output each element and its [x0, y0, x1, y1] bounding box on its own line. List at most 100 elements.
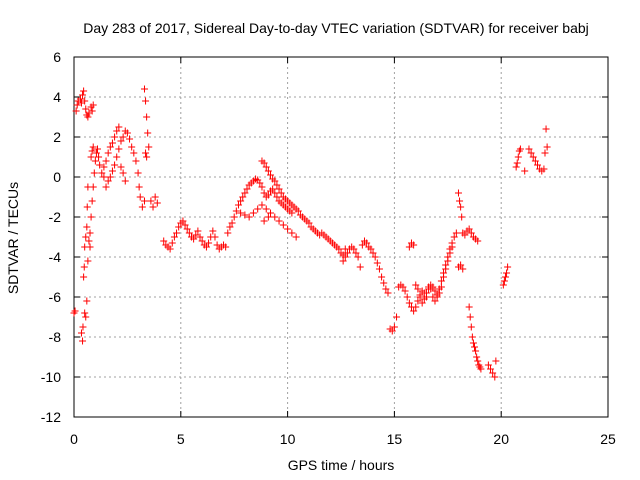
data-point [185, 229, 193, 237]
data-point [264, 191, 272, 199]
data-point [183, 225, 191, 233]
data-point [96, 161, 104, 169]
data-point [466, 313, 474, 321]
data-point [529, 153, 537, 161]
data-point [86, 243, 94, 251]
y-axis-title: SDTVAR / TECUs [5, 182, 21, 294]
data-point [501, 273, 509, 281]
data-point [202, 243, 210, 251]
data-point [254, 205, 262, 213]
data-point [472, 347, 480, 355]
data-point [484, 361, 492, 369]
data-point [83, 203, 91, 211]
data-point [431, 287, 439, 295]
data-point [492, 357, 500, 365]
data-point [521, 167, 529, 175]
x-axis-title: GPS time / hours [288, 457, 395, 473]
data-point [452, 229, 460, 237]
data-point [111, 133, 119, 141]
data-point [525, 145, 533, 153]
x-tick-label: 5 [177, 431, 185, 447]
data-point [117, 163, 125, 171]
data-point [454, 189, 462, 197]
data-point [119, 133, 127, 141]
data-point [412, 303, 420, 311]
data-point [468, 333, 476, 341]
data-point [104, 177, 112, 185]
data-point [513, 159, 521, 167]
data-point [514, 153, 522, 161]
data-point [373, 259, 381, 267]
data-point [79, 91, 87, 99]
data-point [456, 197, 464, 205]
data-point [108, 167, 116, 175]
data-point [226, 223, 234, 231]
data-point [71, 307, 79, 315]
data-point [540, 165, 548, 173]
data-point [89, 143, 97, 151]
data-point [341, 253, 349, 261]
data-point [531, 157, 539, 165]
data-point [504, 263, 512, 271]
data-point [92, 149, 100, 157]
data-point [393, 313, 401, 321]
data-point [234, 201, 242, 209]
data-point [414, 297, 422, 305]
y-tick-label: -10 [41, 369, 61, 385]
data-point [106, 143, 114, 151]
data-point [284, 225, 292, 233]
data-point [108, 139, 116, 147]
data-point [100, 173, 108, 181]
data-point [213, 241, 221, 249]
data-point [93, 145, 101, 153]
data-point [211, 233, 219, 241]
data-point [232, 207, 240, 215]
data-point [119, 169, 127, 177]
data-point [82, 313, 90, 321]
data-point [82, 233, 90, 241]
data-point [448, 243, 456, 251]
data-point [499, 281, 507, 289]
data-point [249, 209, 257, 217]
data-point [390, 323, 398, 331]
data-point [527, 149, 535, 157]
data-point [209, 227, 217, 235]
data-point [444, 257, 452, 265]
data-point [399, 283, 407, 291]
data-point [83, 223, 91, 231]
data-point [437, 283, 445, 291]
data-point [405, 299, 413, 307]
data-point [239, 193, 247, 201]
data-point [467, 229, 475, 237]
data-point [275, 185, 283, 193]
data-point [305, 219, 313, 227]
data-point [113, 153, 121, 161]
data-point [271, 177, 279, 185]
data-point [84, 257, 92, 265]
data-point [380, 279, 388, 287]
data-point [422, 289, 430, 297]
data-point [245, 213, 253, 221]
data-point [89, 101, 97, 109]
data-point [190, 235, 198, 243]
data-point [435, 289, 443, 297]
data-point [503, 269, 511, 277]
data-point [405, 243, 413, 251]
data-point [228, 219, 236, 227]
data-point [262, 163, 270, 171]
grid [74, 57, 608, 417]
y-tick-label: -4 [49, 249, 62, 265]
data-point [91, 157, 99, 165]
data-point [477, 365, 485, 373]
data-point [273, 181, 281, 189]
data-points [70, 85, 551, 381]
data-point [194, 227, 202, 235]
y-tick-label: -8 [49, 329, 62, 345]
data-point [149, 203, 157, 211]
data-point [89, 183, 97, 191]
data-point [269, 185, 277, 193]
data-point [224, 229, 232, 237]
data-point [102, 183, 110, 191]
data-point [179, 217, 187, 225]
